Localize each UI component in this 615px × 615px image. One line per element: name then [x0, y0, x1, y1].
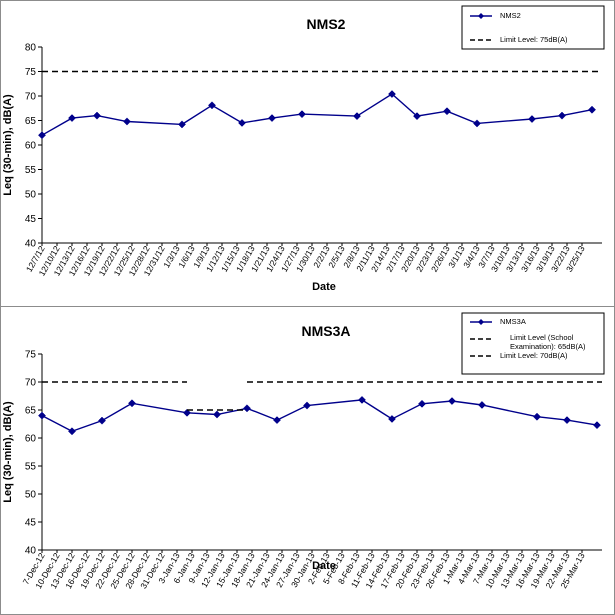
data-point	[593, 421, 601, 430]
legend-label: Limit Level: 70dB(A)	[500, 351, 568, 360]
data-point	[443, 107, 451, 116]
series-line	[41, 93, 593, 136]
data-point	[413, 112, 421, 121]
data-point	[558, 111, 566, 120]
data-point	[273, 416, 281, 425]
data-point	[93, 111, 101, 120]
y-tick-label: 40	[25, 546, 37, 557]
data-point	[388, 90, 396, 98]
data-point	[358, 395, 366, 404]
legend-box	[461, 312, 605, 375]
legend-label: NMS3A	[500, 317, 526, 326]
chart-title: NMS2	[307, 16, 346, 32]
x-axis-label: Date	[312, 281, 336, 293]
data-point	[68, 427, 76, 436]
data-point	[123, 117, 131, 126]
y-tick-label: 65	[25, 406, 37, 417]
data-point	[98, 416, 106, 425]
y-tick-label: 70	[25, 378, 37, 389]
y-tick-label: 50	[25, 190, 37, 201]
legend-marker	[478, 13, 484, 19]
data-point	[588, 105, 596, 114]
data-point	[388, 415, 396, 423]
y-tick-label: 75	[25, 350, 37, 361]
y-tick-label: 70	[25, 92, 37, 103]
y-tick-label: 40	[25, 239, 37, 250]
y-tick-label: 75	[25, 67, 37, 78]
data-point	[473, 119, 481, 128]
data-point	[178, 120, 186, 129]
y-tick-label: 50	[25, 490, 37, 501]
data-point	[243, 404, 251, 413]
y-tick-label: 45	[25, 214, 37, 225]
y-tick-label: 80	[25, 43, 37, 54]
series-0	[38, 395, 601, 436]
series-line	[41, 399, 598, 433]
data-point	[563, 416, 571, 425]
data-point	[128, 399, 136, 408]
chart-title: NMS3A	[301, 323, 350, 339]
data-point	[353, 112, 361, 121]
legend: NMS3A Limit Level (School Examination): 65…	[461, 312, 605, 375]
y-axis-label: Leq (30-min), dB(A)	[2, 94, 14, 196]
y-tick-label: 55	[25, 165, 37, 176]
data-point	[528, 115, 536, 123]
data-point	[268, 114, 276, 123]
y-tick-label: 65	[25, 116, 37, 127]
data-point	[238, 118, 246, 127]
data-point	[38, 411, 46, 420]
chart-0: 40455055606570758012/7/1212/10/1212/13/1…	[2, 5, 605, 293]
legend-label: Limit Level: 75dB(A)	[500, 35, 568, 44]
data-point	[38, 131, 46, 140]
chart-1: 40455055606570757-Dec-1210-Dec-1213-Dec-…	[2, 312, 605, 590]
data-point	[298, 110, 306, 119]
data-point	[478, 401, 486, 409]
legend-label: Limit Level (School Examination): 65dB(A)	[510, 333, 586, 351]
legend-label: NMS2	[500, 11, 521, 20]
legend-box	[461, 5, 605, 50]
data-point	[448, 397, 456, 405]
y-tick-label: 45	[25, 518, 37, 529]
legend: NMS2 Limit Level: 75dB(A)	[461, 5, 605, 50]
y-tick-label: 60	[25, 434, 37, 445]
data-point	[213, 410, 221, 419]
data-point	[303, 401, 311, 410]
data-point	[183, 408, 191, 417]
data-point	[68, 114, 76, 123]
data-point	[418, 399, 426, 408]
legend-marker	[478, 319, 484, 325]
data-point	[208, 101, 216, 110]
y-axis-label: Leq (30-min), dB(A)	[2, 401, 14, 503]
y-tick-label: 55	[25, 462, 37, 473]
series-0	[38, 90, 596, 140]
data-point	[533, 412, 541, 421]
x-axis-label: Date	[312, 560, 336, 572]
y-tick-label: 60	[25, 141, 37, 152]
